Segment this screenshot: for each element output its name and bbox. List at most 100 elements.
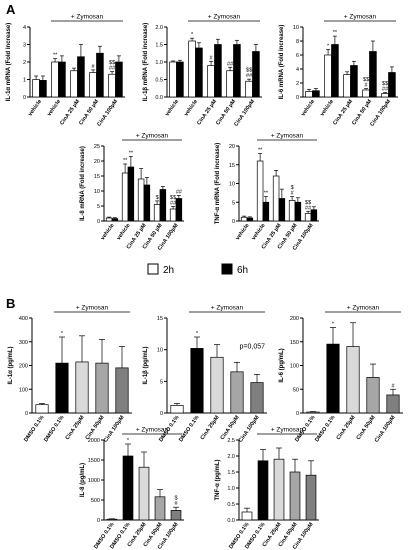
bar (77, 56, 85, 98)
bar (170, 510, 182, 521)
y-tick-label: 1.5 (227, 470, 235, 476)
significance-mark: $$ (382, 81, 388, 87)
bar (369, 51, 377, 98)
bar (210, 356, 224, 414)
bar (122, 455, 134, 521)
bar (89, 72, 97, 98)
y-tick-label: 0 (296, 95, 299, 101)
bar (58, 61, 66, 98)
bar (108, 73, 116, 98)
bar (272, 175, 280, 222)
significance-mark: ## (109, 66, 116, 72)
legend: 2h 6h (147, 263, 248, 276)
y-tick-label: 0 (296, 411, 299, 417)
x-tick-label: CinA 100µM (238, 414, 261, 443)
bar (226, 70, 234, 98)
y-tick-label: 20 (229, 144, 235, 150)
x-tick-label: vehicle (320, 99, 336, 118)
y-tick-label: 25 (94, 144, 100, 150)
y-tick-label: 0.0 (227, 518, 235, 524)
x-tick-label: vehicle (301, 99, 317, 118)
bar (288, 200, 296, 222)
y-axis-label: IL-1α (pg/mL) (8, 346, 14, 384)
group-label: + Zymosan (76, 305, 109, 312)
bar (257, 460, 269, 521)
y-tick-label: 1500 (88, 458, 100, 464)
bar (95, 362, 109, 414)
bar (159, 189, 167, 222)
bar (111, 218, 119, 222)
bar (381, 93, 389, 98)
chart-b1: 0 100 200 300 400 IL-1α (pg/mL) + Zymosan * DMSO… (8, 305, 132, 444)
significance-mark: $$ (109, 60, 115, 66)
bar (305, 91, 313, 98)
legend-label-6h: 6h (237, 265, 248, 276)
bar (170, 405, 184, 414)
y-tick-label: 5 (160, 379, 163, 385)
bar (324, 54, 332, 98)
y-axis-label: IL-1β mRNA (Fold increase) (143, 23, 149, 101)
significance-mark: # (174, 501, 178, 507)
x-tick-label: vehicle (165, 99, 181, 118)
bar (241, 511, 253, 521)
chart-a3: 0 2 4 6 8 10 IL-6 mRNA (Fold increase) + Zymosa… (279, 14, 398, 128)
y-tick-label: 4 (23, 25, 26, 31)
bar (331, 44, 339, 98)
significance-mark: # (291, 191, 295, 197)
bar (175, 198, 183, 222)
chart-b4: 0 500 1000 1500 2000 IL-8 (pg/mL) + Zymosan * $#… (80, 427, 184, 550)
p-value-note: p=0,057 (240, 343, 266, 350)
x-tick-label: vehicle (116, 223, 132, 242)
y-tick-label: 100 (19, 387, 28, 393)
y-axis-label: IL-6 mRNA (Fold increase) (279, 25, 285, 100)
significance-mark: ** (53, 53, 58, 59)
significance-mark: ** (264, 191, 269, 197)
y-tick-label: 0 (232, 219, 235, 225)
bar (127, 166, 135, 222)
bar (312, 90, 320, 98)
bar (143, 184, 151, 222)
x-tick-label: vehicle (184, 99, 200, 118)
group-label: + Zymosan (208, 14, 241, 21)
group-label: + Zymosan (136, 427, 169, 434)
y-axis-label: TNF-α mRNA (Fold increase) (215, 143, 221, 224)
bar (304, 213, 312, 222)
significance-mark: * (327, 43, 330, 49)
significance-mark: ** (333, 30, 338, 36)
x-tick-label: vehicle (28, 99, 44, 118)
bar (294, 201, 302, 222)
y-tick-label: 150 (290, 340, 299, 346)
significance-mark: $ (156, 195, 159, 201)
bar (176, 61, 184, 98)
significance-mark: $$ (305, 200, 311, 206)
bar (75, 361, 89, 414)
bar (350, 65, 358, 98)
bar (245, 80, 253, 98)
bar (240, 216, 248, 222)
bar (252, 51, 260, 98)
bar (190, 348, 204, 414)
significance-mark: * (61, 331, 64, 337)
significance-mark: * (127, 438, 130, 444)
panel-label-b: B (6, 296, 16, 311)
significance-mark: ## (305, 205, 312, 211)
bar (386, 394, 400, 414)
bar (306, 411, 320, 414)
bar (246, 217, 254, 222)
significance-mark: * (196, 331, 199, 337)
group-label: + Zymosan (136, 133, 169, 140)
y-tick-label: 0.5 (155, 78, 163, 84)
y-tick-label: 15 (229, 163, 235, 169)
y-tick-label: 100 (290, 364, 299, 370)
significance-mark: # (92, 64, 96, 70)
significance-mark: ## (246, 73, 253, 79)
y-axis-label: IL-1β (pg/mL) (143, 347, 149, 385)
y-tick-label: 0 (23, 95, 26, 101)
significance-mark: ** (258, 148, 263, 154)
significance-mark: $$ (363, 77, 369, 83)
significance-mark: ## (176, 190, 183, 196)
y-tick-label: 500 (91, 498, 100, 504)
y-tick-label: 8 (296, 39, 299, 45)
y-tick-label: 2 (296, 81, 299, 87)
